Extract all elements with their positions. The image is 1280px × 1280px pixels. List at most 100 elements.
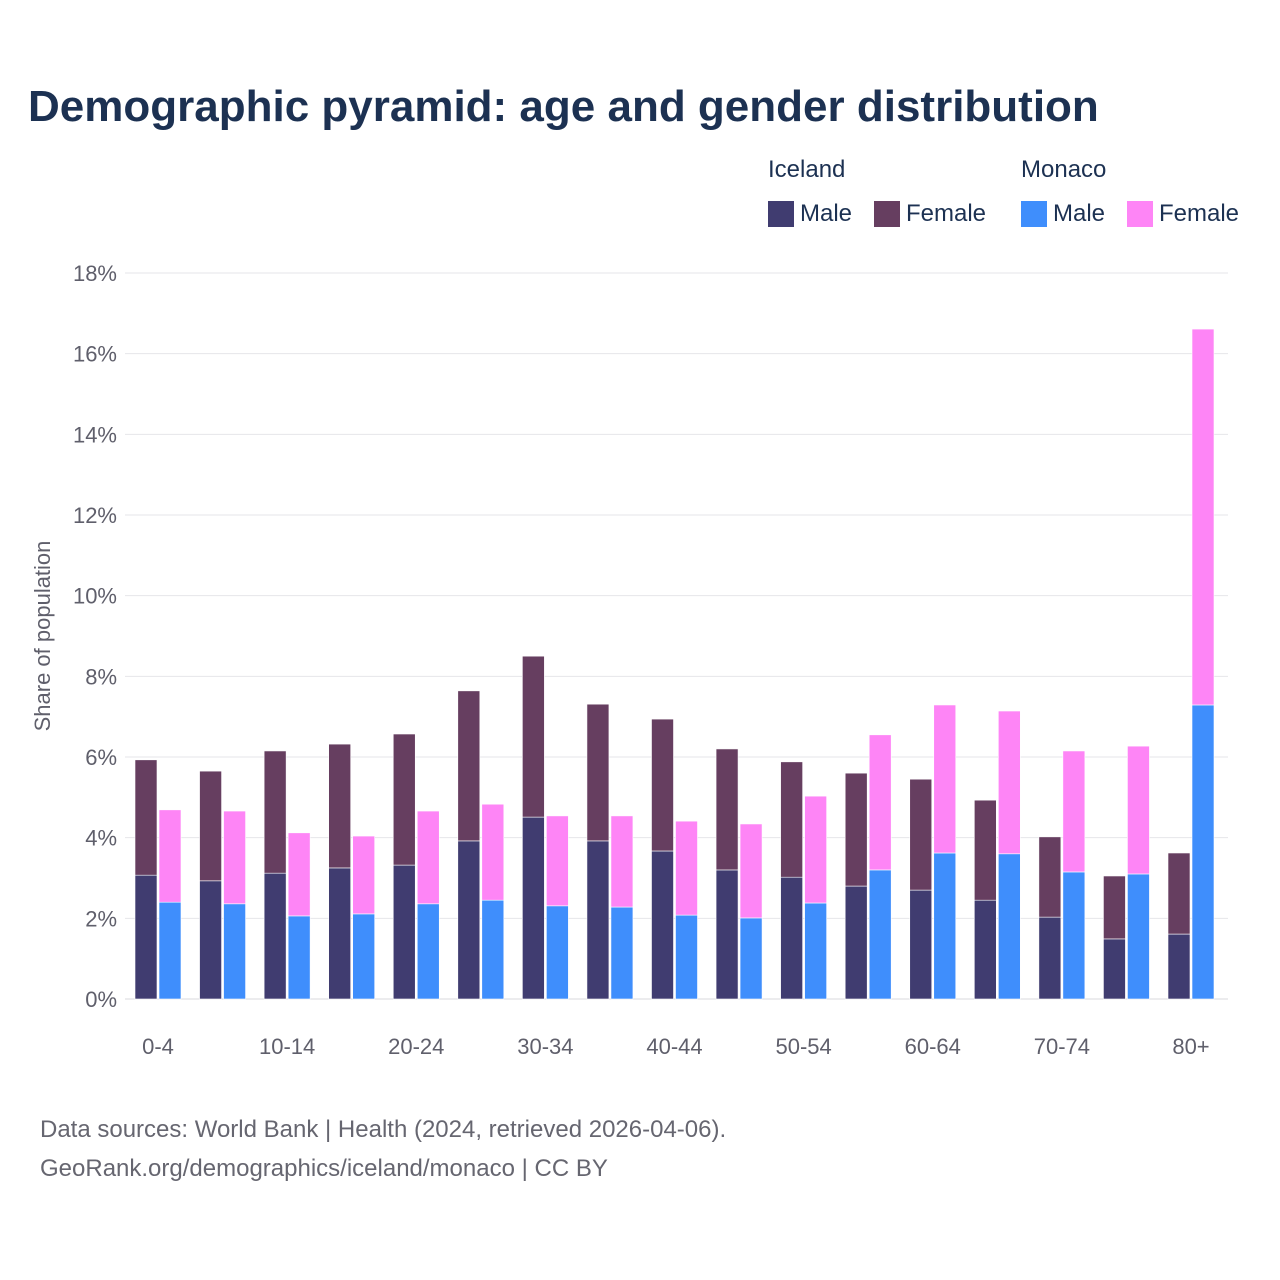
bar-iceland-female-40-44 — [651, 718, 674, 852]
legend-swatch — [1127, 201, 1153, 227]
bar-iceland-male-15-19 — [328, 867, 351, 1000]
y-tick-label: 8% — [85, 664, 117, 689]
bar-monaco-female-65-69 — [998, 710, 1021, 855]
legend-monaco-male[interactable]: Male — [1021, 200, 1105, 228]
bar-monaco-male-25-29 — [481, 899, 505, 1000]
bar-monaco-male-0-4 — [158, 901, 182, 1000]
bar-iceland-female-5-9 — [199, 770, 222, 882]
bar-iceland-male-75-79 — [1103, 938, 1126, 1000]
chart-title: Demographic pyramid: age and gender dist… — [28, 82, 1099, 131]
bar-monaco-male-15-19 — [352, 913, 375, 1000]
bar-monaco-female-30-34 — [546, 815, 569, 907]
bar-monaco-male-70-74 — [1062, 871, 1086, 1000]
bar-monaco-female-25-29 — [481, 803, 505, 901]
bar-iceland-male-0-4 — [134, 874, 158, 1000]
y-tick-label: 10% — [73, 584, 117, 609]
bar-iceland-male-80+ — [1167, 933, 1191, 1000]
bar-iceland-female-0-4 — [134, 759, 158, 876]
bar-monaco-female-60-64 — [933, 704, 957, 854]
legend-group-title: Monaco — [1021, 156, 1107, 183]
bar-monaco-female-75-79 — [1127, 745, 1150, 875]
y-tick-label: 4% — [85, 826, 117, 851]
legend-group-iceland: Iceland Male Female — [768, 156, 986, 227]
bar-iceland-female-80+ — [1167, 852, 1191, 935]
legend-swatch — [1021, 201, 1047, 227]
bar-monaco-female-5-9 — [223, 810, 246, 905]
bar-iceland-female-60-64 — [909, 778, 933, 891]
bar-iceland-female-10-14 — [263, 750, 287, 874]
bar-iceland-female-75-79 — [1103, 875, 1126, 940]
x-tick-label: 30-34 — [517, 1034, 573, 1059]
y-tick-label: 2% — [85, 906, 117, 931]
bar-monaco-male-45-49 — [739, 917, 763, 1000]
x-tick-label: 50-54 — [775, 1034, 831, 1059]
bar-iceland-female-15-19 — [328, 743, 351, 869]
bar-monaco-female-35-39 — [610, 815, 634, 908]
legend-monaco-female[interactable]: Female — [1127, 200, 1239, 228]
bar-iceland-female-25-29 — [457, 690, 481, 842]
y-tick-label: 0% — [85, 987, 117, 1012]
bar-monaco-male-35-39 — [610, 906, 634, 1000]
bar-monaco-female-15-19 — [352, 835, 375, 915]
bar-monaco-female-40-44 — [675, 820, 698, 916]
bar-monaco-female-20-24 — [416, 810, 440, 905]
legend-label: Male — [1053, 200, 1106, 227]
bar-monaco-male-80+ — [1191, 704, 1215, 1000]
bar-iceland-male-40-44 — [651, 850, 674, 1000]
y-axis-label: Share of population — [30, 541, 55, 732]
bar-monaco-female-0-4 — [158, 809, 182, 903]
y-tick-label: 16% — [73, 342, 117, 367]
bar-iceland-female-65-69 — [974, 799, 997, 901]
legend-label: Female — [906, 200, 987, 227]
bar-monaco-male-40-44 — [675, 914, 698, 1000]
bar-iceland-male-25-29 — [457, 840, 481, 1000]
bar-iceland-male-35-39 — [586, 840, 610, 1000]
legend-iceland-female[interactable]: Female — [874, 200, 986, 228]
x-tick-label: 0-4 — [142, 1034, 174, 1059]
bar-iceland-female-50-54 — [780, 761, 803, 878]
bar-monaco-male-65-69 — [998, 853, 1021, 1000]
y-tick-label: 12% — [73, 503, 117, 528]
bar-iceland-male-65-69 — [974, 899, 997, 1000]
bar-iceland-female-35-39 — [586, 703, 610, 842]
legend-group-monaco: Monaco Male Female — [1021, 156, 1239, 227]
bar-iceland-female-55-59 — [844, 772, 868, 887]
bar-iceland-female-30-34 — [522, 655, 545, 818]
bar-iceland-male-50-54 — [780, 876, 803, 1000]
bar-monaco-female-80+ — [1191, 328, 1215, 706]
bar-iceland-female-20-24 — [392, 733, 416, 866]
bar-iceland-male-30-34 — [522, 816, 545, 1000]
x-tick-label: 20-24 — [388, 1034, 444, 1059]
bar-monaco-male-50-54 — [804, 902, 827, 1000]
bar-monaco-male-30-34 — [546, 905, 569, 1000]
bar-iceland-female-70-74 — [1038, 836, 1062, 918]
x-tick-label: 10-14 — [259, 1034, 315, 1059]
bar-monaco-female-70-74 — [1062, 750, 1086, 873]
x-tick-label: 60-64 — [905, 1034, 961, 1059]
bar-iceland-male-55-59 — [844, 885, 868, 1000]
bar-iceland-male-70-74 — [1038, 916, 1062, 1000]
x-tick-label: 40-44 — [646, 1034, 702, 1059]
legend-iceland-male[interactable]: Male — [768, 200, 852, 228]
bar-iceland-male-20-24 — [392, 864, 416, 1000]
bar-monaco-female-10-14 — [287, 832, 311, 917]
bar-monaco-male-5-9 — [223, 903, 246, 1000]
legend-group-title: Iceland — [768, 156, 846, 183]
bar-iceland-female-45-49 — [715, 748, 739, 871]
bar-iceland-male-10-14 — [263, 872, 287, 1000]
bar-iceland-male-60-64 — [909, 889, 933, 1000]
legend-label: Female — [1159, 200, 1240, 227]
bar-iceland-male-5-9 — [199, 880, 222, 1000]
bar-monaco-female-55-59 — [868, 734, 892, 871]
y-tick-label: 6% — [85, 745, 117, 770]
bar-monaco-male-75-79 — [1127, 873, 1150, 1000]
y-tick-label: 18% — [73, 261, 117, 286]
legend-swatch — [768, 201, 794, 227]
bar-monaco-male-20-24 — [416, 903, 440, 1000]
footer-credit[interactable]: GeoRank.org/demographics/iceland/monaco … — [40, 1155, 608, 1182]
bar-monaco-male-10-14 — [287, 915, 311, 1000]
legend-swatch — [874, 201, 900, 227]
y-tick-label: 14% — [73, 422, 117, 447]
bar-monaco-male-60-64 — [933, 852, 957, 1000]
bar-iceland-male-45-49 — [715, 869, 739, 1000]
